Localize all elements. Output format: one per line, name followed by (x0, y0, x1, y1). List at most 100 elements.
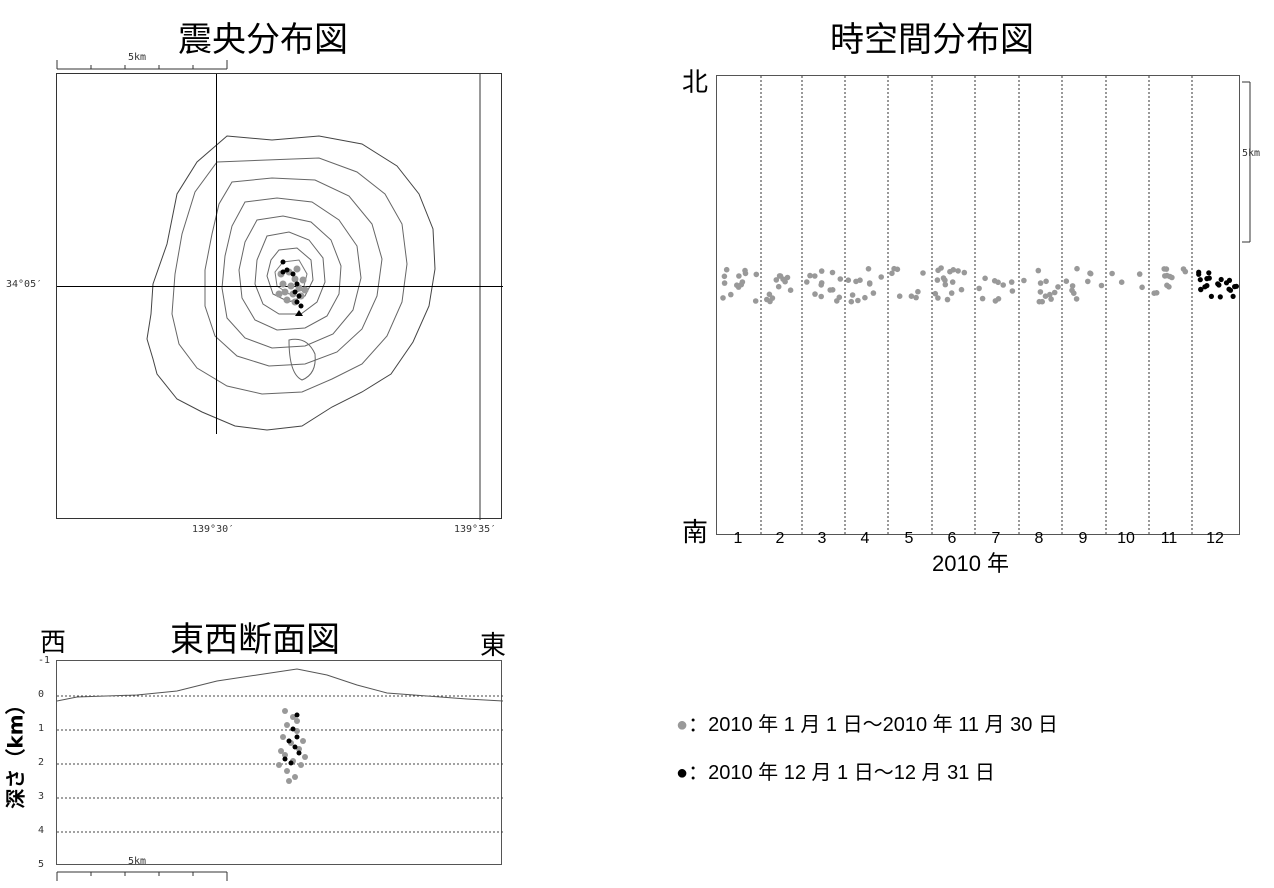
depth-tick-1: 0 (38, 689, 45, 700)
spacetime-point (942, 277, 948, 283)
spacetime-point (1073, 296, 1080, 302)
spacetime-point (1196, 269, 1202, 275)
depth-tick-0: -1 (38, 655, 51, 666)
spacetime-point (891, 265, 897, 272)
spacetime-point (955, 268, 961, 274)
spacetime-point (944, 296, 951, 303)
spacetime-point (728, 291, 734, 298)
spacetime-point (764, 296, 770, 303)
cross-section-depth-ticks: -1 0 1 2 3 4 5 (36, 655, 52, 875)
spacetime-point (896, 293, 903, 299)
spacetime-point (913, 294, 919, 301)
spacetime-point (1098, 282, 1105, 289)
spacetime-point (753, 271, 760, 278)
spacetime-point (1169, 274, 1175, 281)
month-label-11: 11 (1160, 530, 1178, 547)
spacetime-point (1163, 266, 1170, 272)
spacetime-point (1215, 281, 1221, 287)
month-label-1: 1 (733, 530, 743, 547)
spacetime-point (1035, 267, 1042, 274)
month-label-9: 9 (1078, 530, 1088, 547)
spacetime-point (1217, 294, 1223, 300)
spacetime-year-label: 2010 年 (932, 551, 1010, 576)
month-label-7: 7 (991, 530, 1001, 547)
spacetime-point (1153, 290, 1160, 296)
month-label-8: 8 (1034, 530, 1044, 547)
spacetime-point (915, 288, 921, 295)
cross-section-scale-bar (56, 871, 228, 881)
spacetime-point (818, 293, 824, 300)
spacetime-point (947, 268, 953, 275)
spacetime-point (849, 292, 856, 298)
spacetime-point (818, 268, 825, 274)
spacetime-point (862, 294, 868, 301)
depth-tick-4: 3 (38, 791, 45, 802)
legend-black-text: ：2010 年 12 月 1 日～12 月 31 日 (688, 762, 995, 784)
spacetime-point (1037, 280, 1044, 286)
epicenter-scale-label: 5km (128, 52, 147, 63)
spacetime-point (870, 290, 877, 296)
spacetime-point (934, 277, 941, 283)
spacetime-point (932, 290, 939, 297)
spacetime-point (812, 291, 818, 297)
spacetime-point (1180, 266, 1187, 272)
spacetime-point (1227, 287, 1234, 293)
spacetime-point (720, 295, 726, 301)
month-label-10: 10 (1117, 530, 1135, 547)
spacetime-point (1085, 278, 1091, 285)
spacetime-point (1042, 293, 1049, 299)
spacetime-point (1109, 270, 1115, 277)
spacetime-north-label: 北 (682, 68, 709, 98)
spacetime-point (829, 287, 836, 293)
spacetime-chart-title: 時空間分布図 (830, 20, 1034, 60)
epicenter-lon-line (216, 74, 217, 434)
spacetime-scale-label: 5km (1242, 148, 1261, 159)
spacetime-point (736, 273, 742, 279)
spacetime-point (1000, 282, 1006, 288)
spacetime-point (866, 281, 873, 287)
spacetime-point (1008, 279, 1015, 285)
spacetime-point (1087, 270, 1094, 277)
spacetime-point (949, 279, 956, 285)
month-label-6: 6 (947, 530, 957, 547)
spacetime-point (1136, 271, 1143, 277)
spacetime-point (958, 286, 965, 293)
spacetime-dots (720, 265, 1239, 305)
spacetime-point (721, 273, 728, 280)
spacetime-point (1208, 293, 1214, 299)
spacetime-point (742, 270, 749, 277)
cross-section-grid (56, 668, 504, 833)
spacetime-point (1118, 279, 1125, 285)
spacetime-point (787, 287, 794, 293)
black-dot-icon: ● (676, 762, 689, 784)
spacetime-point (935, 295, 941, 301)
spacetime-point (1063, 278, 1070, 284)
spacetime-point (1139, 284, 1145, 291)
spacetime-point (976, 285, 982, 292)
spacetime-point (1071, 290, 1077, 296)
spacetime-point (1233, 283, 1239, 289)
epicenter-map-title: 震央分布図 (178, 20, 348, 60)
spacetime-point (721, 280, 728, 286)
spacetime-point (889, 270, 895, 277)
spacetime-south-label: 南 (682, 518, 709, 548)
spacetime-point (865, 266, 872, 272)
month-label-4: 4 (860, 530, 870, 547)
spacetime-point (935, 267, 941, 274)
spacetime-point (812, 273, 818, 279)
spacetime-point (738, 281, 745, 288)
spacetime-scale-bar (1242, 81, 1251, 243)
cross-section-title: 東西断面図 (170, 620, 340, 660)
spacetime-point (845, 277, 852, 283)
spacetime-point (1074, 265, 1080, 272)
cross-section-east-label: 東 (480, 631, 507, 661)
epicenter-map (56, 73, 503, 520)
epicenter-lat-label: 34°05′ (6, 279, 43, 290)
spacetime-point (775, 283, 782, 290)
spacetime-point (1043, 278, 1049, 285)
spacetime-point (723, 266, 730, 273)
legend-gray-row: ●：2010 年 1 月 1 日～2010 年 11 月 30 日 (676, 708, 1058, 737)
spacetime-plot-area (716, 75, 1240, 536)
spacetime-point (920, 270, 926, 276)
spacetime-point (855, 297, 861, 304)
